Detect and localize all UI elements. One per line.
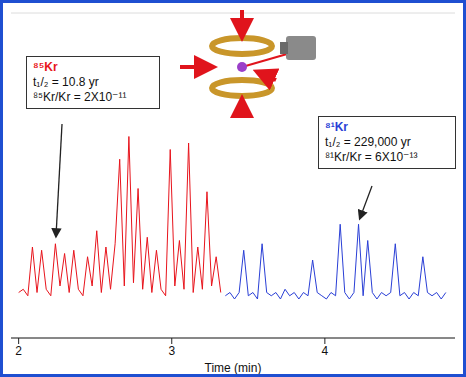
html-text:⁸⁵Kr: ⁸⁵Kr: [33, 60, 58, 74]
html-text:⁸⁵Kr/Kr = 2X10⁻¹¹: ⁸⁵Kr/Kr = 2X10⁻¹¹: [33, 90, 127, 104]
svg-text:Time (min): Time (min): [205, 361, 262, 374]
svg-text:3: 3: [168, 344, 175, 358]
html-text:t₁/₂ = 229,000 yr: t₁/₂ = 229,000 yr: [325, 135, 411, 149]
html-text:⁸¹Kr: ⁸¹Kr: [325, 120, 348, 134]
svg-text:4: 4: [322, 344, 329, 358]
html-text:t₁/₂ = 10.8 yr: t₁/₂ = 10.8 yr: [33, 75, 99, 89]
html-text:⁸¹Kr/Kr = 6X10⁻¹³: ⁸¹Kr/Kr = 6X10⁻¹³: [325, 150, 418, 164]
svg-text:2: 2: [15, 344, 22, 358]
